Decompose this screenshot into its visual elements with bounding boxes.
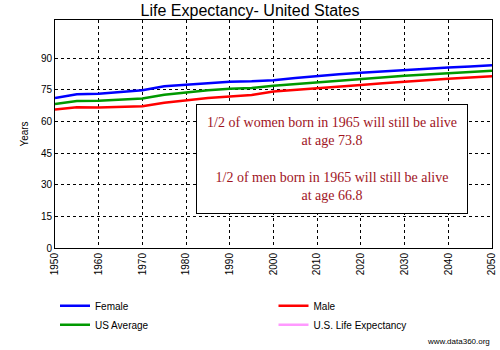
svg-text:Years: Years bbox=[19, 121, 30, 146]
svg-text:30: 30 bbox=[41, 179, 53, 190]
svg-text:2040: 2040 bbox=[443, 253, 454, 276]
svg-text:www.data360.org: www.data360.org bbox=[427, 337, 490, 346]
svg-text:2020: 2020 bbox=[355, 253, 366, 276]
svg-text:1950: 1950 bbox=[49, 253, 60, 276]
svg-text:1990: 1990 bbox=[224, 253, 235, 276]
svg-text:75: 75 bbox=[41, 84, 53, 95]
svg-text:Life Expectancy- United States: Life Expectancy- United States bbox=[141, 2, 360, 19]
svg-text:1960: 1960 bbox=[93, 253, 104, 276]
svg-text:90: 90 bbox=[41, 53, 53, 64]
svg-text:2050: 2050 bbox=[486, 253, 497, 276]
svg-text:45: 45 bbox=[41, 148, 53, 159]
svg-text:2010: 2010 bbox=[311, 253, 322, 276]
svg-text:US Average: US Average bbox=[95, 320, 149, 331]
svg-text:60: 60 bbox=[41, 116, 53, 127]
svg-text:1980: 1980 bbox=[180, 253, 191, 276]
svg-text:15: 15 bbox=[41, 211, 53, 222]
svg-text:1970: 1970 bbox=[137, 253, 148, 276]
svg-text:Male: Male bbox=[314, 301, 336, 312]
svg-text:2030: 2030 bbox=[399, 253, 410, 276]
svg-text:U.S. Life Expectancy: U.S. Life Expectancy bbox=[314, 320, 407, 331]
svg-text:0: 0 bbox=[46, 243, 52, 254]
svg-text:Female: Female bbox=[95, 301, 129, 312]
svg-text:1/2 of women born in 1965 will: 1/2 of women born in 1965 will still be … bbox=[207, 115, 457, 203]
svg-text:2000: 2000 bbox=[268, 253, 279, 276]
